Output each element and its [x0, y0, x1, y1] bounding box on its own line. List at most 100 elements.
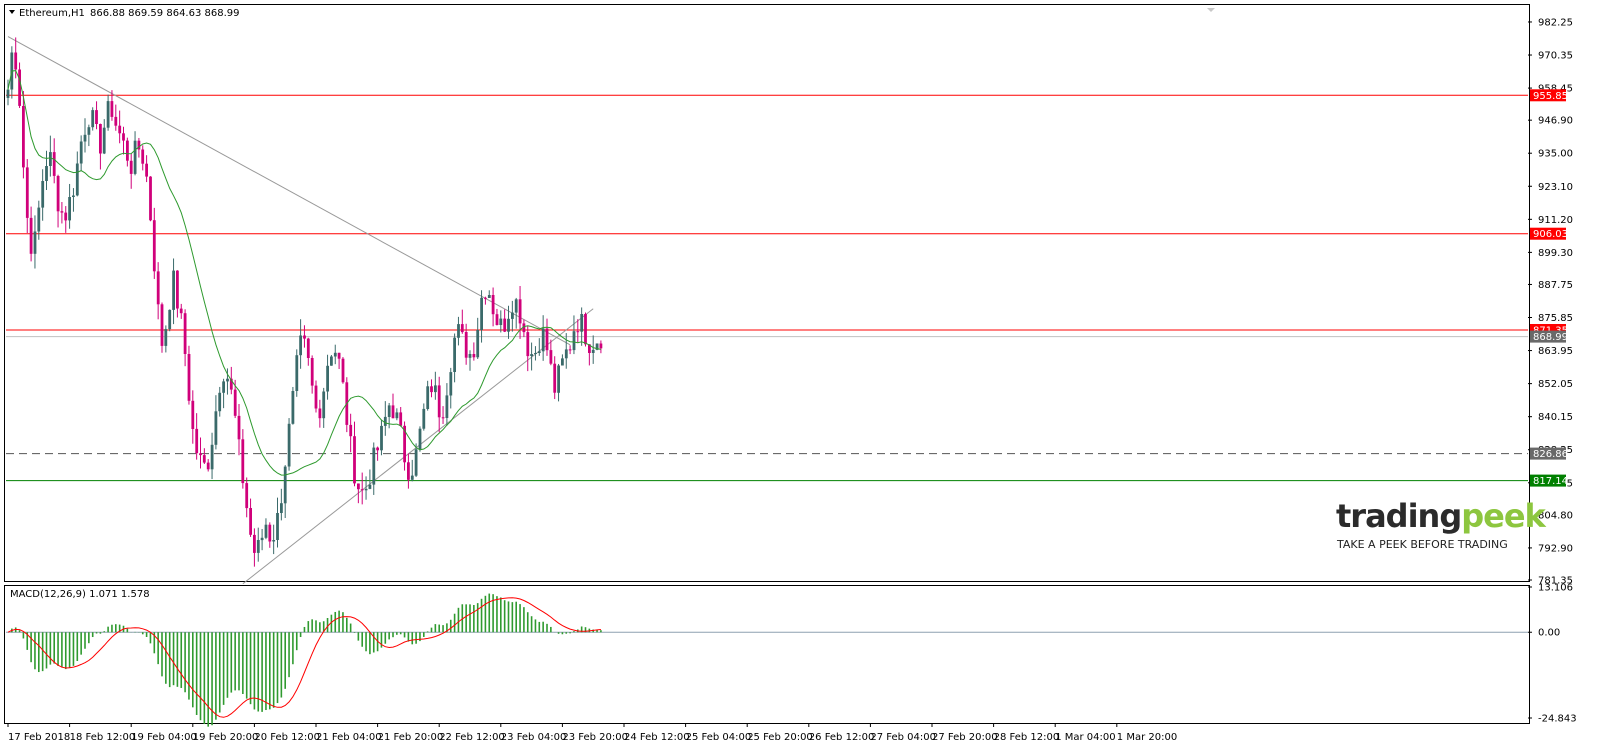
candle: [306, 337, 310, 366]
candle: [41, 169, 45, 221]
candle: [68, 183, 71, 229]
candle: [491, 287, 495, 327]
time-tick-label: 27 Feb 20:00: [932, 732, 998, 743]
svg-text:826.86: 826.86: [1533, 449, 1568, 460]
candle: [568, 345, 572, 355]
ma-line: [7, 70, 602, 476]
candle: [333, 344, 337, 365]
watermark-brand: tradingpeek: [1336, 497, 1547, 535]
candle: [141, 145, 145, 171]
time-tick-label: 26 Feb 12:00: [809, 732, 875, 743]
candle: [507, 305, 510, 339]
candle: [45, 150, 48, 191]
candle: [453, 333, 456, 383]
svg-text:955.85: 955.85: [1533, 91, 1568, 102]
candle: [549, 339, 553, 366]
candle: [330, 354, 333, 366]
candle: [468, 350, 472, 371]
candle: [283, 465, 287, 519]
time-tick-label: 19 Feb 04:00: [131, 732, 197, 743]
time-tick-label: 23 Feb 04:00: [501, 732, 567, 743]
candle: [87, 124, 91, 147]
price-tick-label: 875.85: [1538, 313, 1573, 324]
candle: [268, 522, 272, 548]
candle: [511, 300, 514, 332]
candle: [572, 315, 576, 355]
trendline-2[interactable]: [242, 308, 594, 585]
candle: [6, 79, 10, 106]
candle: [426, 380, 430, 411]
candle: [291, 386, 295, 425]
candle: [25, 159, 29, 234]
trendline-1[interactable]: [7, 36, 571, 346]
candle: [380, 419, 383, 456]
dropdown-triangle-icon[interactable]: [9, 10, 15, 14]
candle: [410, 459, 414, 482]
candle: [187, 345, 191, 405]
shift-marker-icon[interactable]: [1207, 8, 1215, 12]
candle: [137, 137, 141, 158]
candle: [106, 94, 110, 131]
ohlc-values: 866.88 869.59 864.63 868.99: [90, 8, 240, 19]
candle: [357, 483, 360, 504]
candle: [418, 426, 422, 452]
watermark-brand-dark: trading: [1336, 497, 1461, 535]
candle: [122, 126, 125, 155]
macd-tick-label: 13.106: [1538, 583, 1573, 594]
candle: [399, 406, 403, 427]
candle: [149, 176, 152, 222]
candle: [145, 155, 148, 183]
candle: [522, 319, 526, 338]
candle: [503, 309, 507, 333]
candle: [222, 378, 225, 409]
candle: [314, 380, 318, 413]
candle: [472, 342, 476, 361]
candle: [37, 200, 41, 240]
candle: [434, 371, 437, 400]
macd-tick-label: 0.00: [1538, 628, 1560, 639]
candle: [437, 376, 441, 433]
candle: [588, 344, 591, 366]
candles: [6, 37, 603, 567]
candle: [561, 354, 564, 366]
candle: [422, 403, 426, 431]
candle: [179, 303, 183, 319]
price-tick-label: 935.00: [1538, 149, 1573, 160]
price-tick-label: 852.05: [1538, 379, 1573, 390]
chart-header: Ethereum,H1 866.88 869.59 864.63 868.99: [9, 8, 1215, 19]
candle: [395, 408, 399, 421]
watermark-tagline: TAKE A PEEK BEFORE TRADING: [1336, 538, 1508, 551]
candle: [249, 498, 252, 537]
candle: [460, 309, 464, 334]
level-tag-817.14: 817.14: [1530, 474, 1568, 487]
candle: [176, 270, 179, 318]
price-tick-label: 911.20: [1538, 215, 1573, 226]
price-tick-label: 804.80: [1538, 510, 1573, 521]
level-tag-906.03: 906.03: [1530, 227, 1568, 240]
svg-text:817.14: 817.14: [1533, 476, 1568, 487]
candle: [530, 342, 533, 371]
horizontal-levels: [6, 94, 1528, 482]
time-tick-label: 19 Feb 20:00: [193, 732, 259, 743]
candle: [280, 488, 283, 521]
candle: [545, 318, 549, 356]
time-tick-label: 23 Feb 20:00: [562, 732, 628, 743]
price-tick-label: 887.75: [1538, 280, 1573, 291]
macd-signal-line: [7, 597, 601, 718]
candle: [83, 118, 87, 153]
candle: [276, 497, 279, 548]
candle: [391, 393, 395, 419]
macd-axis: 13.106 0.00 -24.843: [1528, 583, 1577, 725]
candle: [191, 390, 195, 444]
candle: [318, 399, 322, 428]
candle: [95, 101, 98, 130]
candle: [553, 356, 557, 400]
watermark-brand-green: peek: [1461, 497, 1546, 535]
candle: [449, 367, 453, 409]
candle: [557, 363, 560, 402]
level-tag-955.85: 955.85: [1530, 89, 1568, 102]
macd-layer: [6, 593, 1528, 727]
candle: [445, 383, 449, 426]
moving-average: [7, 70, 602, 476]
